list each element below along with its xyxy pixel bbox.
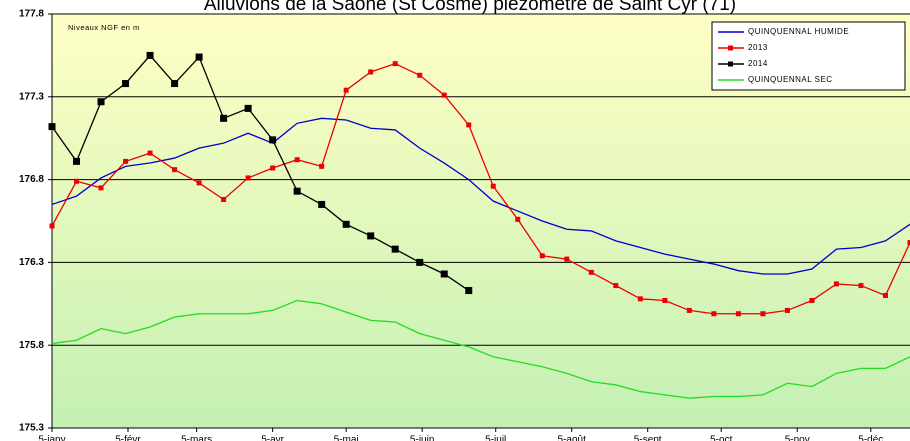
x-tick-label: 5-déc	[858, 435, 883, 441]
data-point	[343, 87, 349, 93]
y-tick-label: 177.3	[19, 91, 44, 102]
data-point	[367, 232, 375, 240]
data-point	[73, 157, 81, 165]
data-point	[392, 61, 398, 67]
data-point	[293, 187, 301, 195]
data-point	[539, 253, 545, 259]
y-tick-label: 177.8	[19, 9, 44, 20]
data-point	[440, 270, 448, 278]
data-point	[48, 123, 56, 131]
data-point	[391, 245, 399, 253]
data-point	[368, 69, 374, 75]
chart-title: Alluvions de la Saône (St Cosme) piézomè…	[204, 0, 736, 15]
data-point	[882, 293, 888, 299]
data-point	[319, 163, 325, 169]
series-line	[51, 62, 910, 315]
x-tick-label: 5-avr	[261, 435, 284, 441]
x-tick-label: 5-juil	[485, 435, 506, 441]
data-point	[760, 311, 766, 317]
data-point	[686, 307, 692, 313]
legend-label: 2014	[748, 59, 768, 68]
x-tick-label: 5-oct	[710, 435, 732, 441]
data-point	[294, 157, 300, 163]
data-point	[171, 80, 179, 88]
data-point	[147, 150, 153, 156]
x-tick-label: 5-févr	[115, 435, 141, 441]
data-point	[515, 216, 521, 222]
y-tick-label: 176.3	[19, 257, 44, 268]
y-tick-label: 175.3	[19, 423, 44, 434]
data-point	[613, 283, 619, 289]
data-point	[123, 158, 129, 164]
data-point	[465, 287, 473, 295]
data-point	[490, 183, 496, 189]
y-tick-label: 176.8	[19, 174, 44, 185]
series-line	[51, 299, 910, 399]
data-point	[858, 283, 864, 289]
data-point	[74, 178, 80, 184]
data-point	[195, 53, 203, 61]
data-point	[221, 196, 227, 202]
x-tick-label: 5-juin	[410, 435, 434, 441]
data-point	[833, 281, 839, 287]
legend-marker	[728, 61, 733, 67]
data-point	[417, 72, 423, 78]
legend-label: 2013	[748, 43, 768, 52]
x-tick-label: 5-sept	[634, 435, 662, 441]
legend: QUINQUENNAL HUMIDE 2013 2014 QUINQUENNAL SE…	[711, 21, 906, 91]
axis-annotation: Niveaux NGF en m	[68, 23, 140, 32]
data-point	[441, 92, 447, 98]
data-point	[662, 297, 668, 303]
legend-label: QUINQUENNAL HUMIDE	[748, 27, 849, 36]
series-line	[51, 117, 910, 275]
data-point	[122, 80, 130, 88]
x-tick-label: 5-janv	[38, 435, 65, 441]
data-point	[588, 269, 594, 275]
data-point	[49, 223, 55, 229]
x-tick-label: 5-nov	[785, 435, 810, 441]
legend-marker	[728, 45, 733, 51]
data-point	[466, 122, 472, 128]
data-point	[245, 175, 251, 181]
data-point	[220, 114, 228, 122]
data-point	[172, 167, 178, 173]
data-point	[416, 258, 424, 266]
data-point	[98, 185, 104, 191]
data-point	[244, 104, 252, 112]
y-tick-label: 175.8	[19, 340, 44, 351]
data-point	[342, 220, 350, 228]
data-point	[270, 165, 276, 171]
legend-label: QUINQUENNAL SEC	[748, 75, 833, 84]
data-point	[146, 51, 154, 59]
data-point	[809, 297, 815, 303]
data-point	[318, 200, 326, 208]
data-point	[784, 307, 790, 313]
data-point	[637, 296, 643, 302]
data-point	[907, 240, 910, 246]
data-point	[735, 311, 741, 317]
data-point	[97, 98, 105, 106]
data-point	[711, 311, 717, 317]
x-tick-label: 5-mars	[181, 435, 212, 441]
data-point	[564, 256, 570, 262]
data-point	[196, 180, 202, 186]
series-line	[51, 54, 470, 292]
x-tick-label: 5-mai	[334, 435, 359, 441]
data-point	[269, 136, 277, 144]
x-tick-label: 5-août	[558, 435, 587, 441]
legend-box	[711, 21, 906, 91]
